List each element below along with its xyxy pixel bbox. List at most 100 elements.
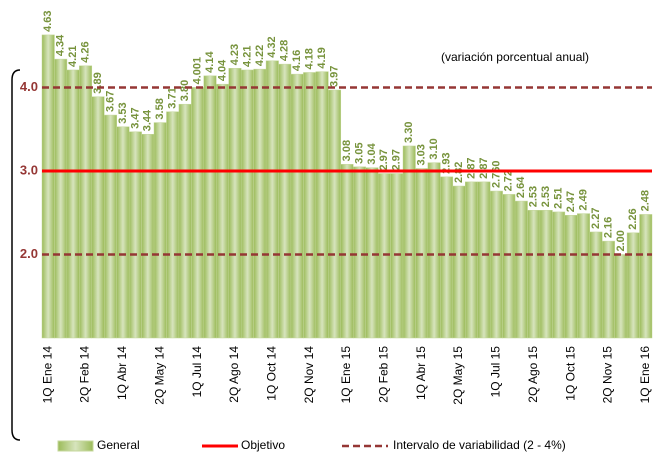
bar	[614, 254, 628, 339]
bar	[452, 185, 466, 339]
legend-label: General	[97, 438, 140, 452]
bar	[153, 122, 167, 339]
data-label: 3.03	[416, 144, 428, 165]
data-label: 3.04	[366, 142, 378, 164]
bar	[128, 131, 142, 339]
bar	[527, 209, 541, 339]
data-label: 4.18	[304, 48, 316, 69]
data-label: 2.64	[515, 176, 527, 198]
data-label: 3.80	[179, 80, 191, 101]
annotation: (variación porcentual anual)	[441, 50, 589, 64]
data-label: 4.28	[279, 40, 291, 61]
bar	[216, 83, 229, 339]
x-tick-label: 1Q Abr 14	[115, 346, 129, 400]
data-label: 3.71	[167, 87, 179, 108]
data-label: 2.87	[465, 157, 477, 178]
bar	[477, 181, 491, 339]
x-tick-label: 2Q Ago 15	[526, 346, 540, 403]
data-label: 4.19	[316, 47, 328, 68]
bar	[589, 231, 603, 339]
data-label: 2.16	[602, 217, 614, 238]
bar	[203, 75, 217, 339]
data-label: 2.53	[540, 186, 552, 207]
data-label: 2.00	[615, 230, 627, 251]
bar	[141, 134, 155, 339]
x-tick-label: 2Q May 14	[152, 346, 166, 405]
data-label: 4.16	[291, 50, 303, 71]
data-label: 3.67	[104, 91, 116, 112]
bar	[390, 173, 404, 339]
data-label: 2.97	[391, 149, 403, 170]
bar	[514, 200, 528, 339]
x-tick-label: 1Q Oct 15	[563, 346, 577, 401]
x-tick-label: 2Q Nov 15	[601, 346, 615, 404]
bar	[253, 68, 267, 339]
data-label: 2.48	[640, 190, 652, 211]
bar	[340, 164, 354, 339]
data-label: 4.001	[192, 57, 204, 85]
bar	[427, 162, 441, 339]
x-tick-label: 1Q Ene 15	[339, 346, 353, 404]
data-label: 2.93	[440, 152, 452, 173]
data-label: 4.22	[254, 45, 266, 66]
bar	[116, 126, 130, 339]
bar	[166, 111, 180, 339]
bar	[377, 173, 391, 339]
data-label: 2.47	[565, 191, 577, 212]
bar	[54, 58, 68, 339]
data-label: 3.08	[341, 140, 353, 161]
data-label: 4.26	[79, 41, 91, 62]
bar	[41, 34, 55, 339]
x-tick-label: 2Q Ago 14	[227, 346, 241, 403]
x-tick-label: 1Q Jul 15	[489, 346, 503, 398]
y-tick-label: 2.0	[20, 246, 38, 261]
bar	[502, 194, 516, 339]
bar	[577, 213, 591, 339]
data-label: 4.63	[42, 10, 54, 31]
bar	[539, 209, 553, 339]
legend-label: Objetivo	[241, 438, 285, 452]
legend-label: Intervalo de variabilidad (2 - 4%)	[393, 438, 566, 452]
data-label: 4.04	[216, 59, 228, 81]
bar	[178, 103, 192, 339]
data-label: 4.32	[266, 36, 278, 57]
bar	[278, 63, 292, 339]
data-label: 3.97	[328, 66, 340, 87]
x-tick-label: 2Q Feb 15	[377, 346, 391, 403]
bar	[303, 72, 317, 339]
data-label: 2.53	[528, 186, 540, 207]
x-tick-label: 2Q May 15	[451, 346, 465, 405]
data-label: 2.51	[553, 187, 565, 208]
data-label: 3.30	[403, 122, 415, 143]
legend-swatch	[57, 440, 94, 452]
bar	[315, 71, 329, 339]
data-label: 2.26	[627, 208, 639, 229]
data-label: 3.05	[353, 142, 365, 163]
data-label: 4.23	[229, 44, 241, 65]
bar	[290, 73, 304, 339]
bar	[265, 60, 279, 339]
y-tick-label: 4.0	[20, 79, 38, 94]
bar	[365, 167, 379, 339]
x-tick-label: 2Q Feb 14	[78, 346, 92, 403]
x-tick-label: 1Q Jul 14	[190, 346, 204, 398]
bar	[626, 232, 640, 339]
x-tick-label: 1Q Abr 15	[414, 346, 428, 400]
data-label: 2.72	[503, 170, 515, 191]
bar	[79, 65, 93, 339]
x-tick-label: 1Q Oct 14	[264, 346, 278, 401]
bar	[465, 181, 478, 339]
data-label: 4.21	[241, 46, 253, 67]
data-label: 3.58	[154, 98, 166, 119]
frame	[11, 69, 21, 441]
bar	[91, 96, 105, 339]
bar	[103, 114, 117, 339]
x-tick-label: 2Q Nov 14	[302, 346, 316, 404]
data-label: 3.53	[117, 102, 129, 123]
data-label: 2.49	[577, 189, 589, 210]
bar	[328, 89, 342, 339]
bar	[552, 211, 566, 339]
data-label: 4.21	[67, 46, 79, 67]
data-label: 2.87	[478, 157, 490, 178]
